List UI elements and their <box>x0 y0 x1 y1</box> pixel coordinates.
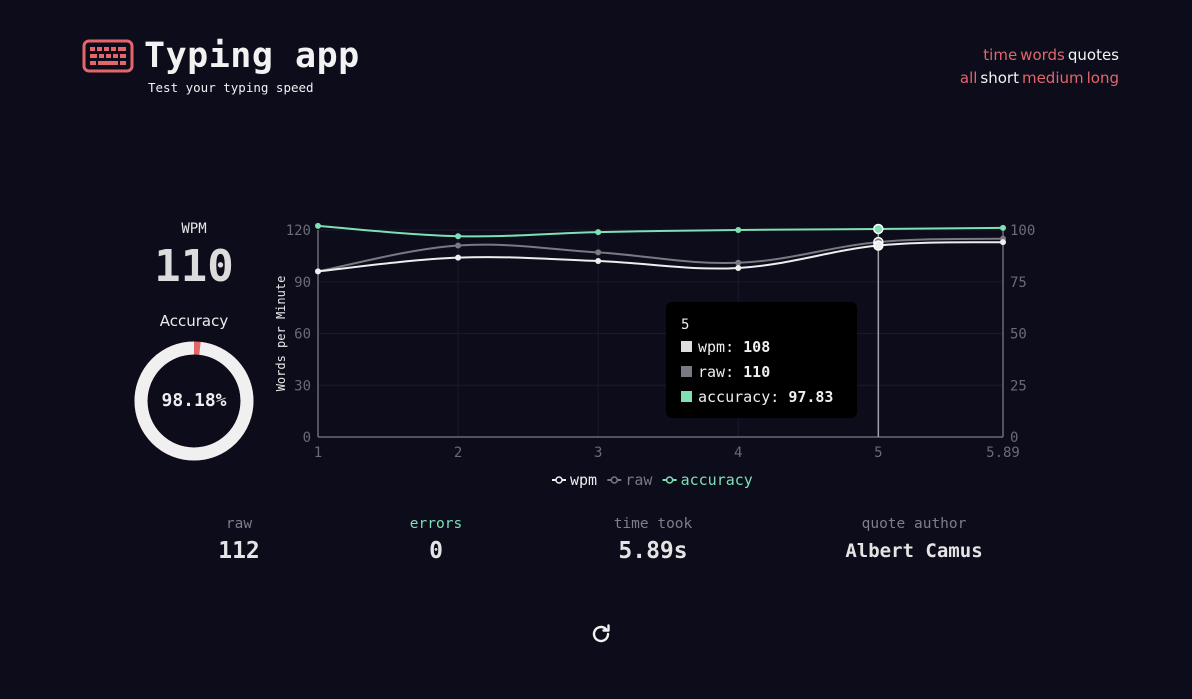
legend-label: raw <box>625 471 653 489</box>
errors-label: errors <box>409 516 463 532</box>
tooltip-row-raw: raw: 110 <box>698 363 770 381</box>
app-subtitle: Test your typing speed <box>148 80 314 95</box>
y-tick-label: 30 <box>294 378 311 394</box>
mode-time[interactable]: time <box>983 46 1018 64</box>
author-stat: quote author Albert Camus <box>814 516 1014 562</box>
wpm-label: WPM <box>181 221 207 237</box>
data-point-wpm <box>1000 239 1006 246</box>
time-label: time took <box>613 516 693 532</box>
tooltip-row-accuracy: accuracy: 97.83 <box>698 388 833 406</box>
reload-icon[interactable] <box>589 622 613 646</box>
y-right-tick-label: 0 <box>1010 430 1018 446</box>
tooltip-row-wpm: wpm: 108 <box>698 338 770 356</box>
data-point-raw <box>735 259 742 266</box>
logo-row: Typing app <box>82 36 360 76</box>
errors-stat: errors 0 <box>336 516 536 564</box>
time-stat: time took 5.89s <box>553 516 753 564</box>
data-point-raw <box>595 249 602 256</box>
errors-value: 0 <box>429 538 443 564</box>
tooltip-swatch-wpm <box>681 341 692 352</box>
data-point-accuracy <box>315 222 321 229</box>
series-line-wpm <box>317 241 1004 273</box>
data-point-accuracy <box>595 229 602 236</box>
mode-all[interactable]: all <box>959 69 978 87</box>
raw-stat: raw 112 <box>139 516 339 564</box>
chart-tooltip <box>666 302 857 418</box>
result-summary: WPM 110 Accuracy 98.18% <box>133 221 255 462</box>
x-tick-label: 5 <box>874 445 882 461</box>
mode-long[interactable]: long <box>1086 69 1119 87</box>
app-title: Typing app <box>144 36 360 76</box>
raw-label: raw <box>225 516 253 532</box>
mode-words[interactable]: words <box>1020 46 1065 64</box>
time-value: 5.89s <box>618 538 688 564</box>
data-point-accuracy <box>735 227 742 233</box>
legend-label: wpm <box>570 471 597 489</box>
data-point-accuracy <box>1000 224 1006 231</box>
mode-medium[interactable]: medium <box>1021 69 1084 87</box>
y-tick-label: 120 <box>286 223 311 239</box>
y-tick-label: 60 <box>294 327 311 343</box>
wpm-value: 110 <box>154 241 234 292</box>
y-axis-title: Words per Minute <box>274 276 288 392</box>
legend-item-raw: raw <box>607 471 653 489</box>
app-header: Typing app Test your typing speed <box>82 36 360 95</box>
x-tick-label: 4 <box>734 445 742 461</box>
accuracy-label: Accuracy <box>159 312 229 330</box>
legend-item-accuracy: accuracy <box>662 471 753 489</box>
y-right-tick-label: 25 <box>1010 378 1027 394</box>
series-line-accuracy <box>317 224 1004 238</box>
keyboard-icon <box>82 39 134 73</box>
y-right-tick-label: 100 <box>1010 223 1035 239</box>
y-right-tick-label: 50 <box>1010 327 1027 343</box>
mode-row-length: all short medium long <box>957 67 1119 90</box>
accuracy-value: 98.18% <box>161 390 227 411</box>
mode-short[interactable]: short <box>980 69 1019 87</box>
tooltip-swatch-accuracy <box>681 391 692 402</box>
legend-label: accuracy <box>681 471 753 489</box>
data-point-wpm <box>315 268 321 275</box>
mode-row-type: time words quotes <box>957 44 1119 67</box>
x-tick-label: 2 <box>454 445 462 461</box>
data-point-wpm <box>873 240 884 251</box>
series-line-raw <box>317 237 1004 273</box>
mode-quotes[interactable]: quotes <box>1067 46 1119 64</box>
data-point-wpm <box>455 254 462 261</box>
x-tick-label: 3 <box>594 445 602 461</box>
tooltip-title: 5 <box>681 317 689 333</box>
data-point-wpm <box>735 264 742 271</box>
x-tick-label: 5.89 <box>986 445 1020 461</box>
data-point-accuracy <box>455 233 462 240</box>
y-tick-label: 0 <box>303 430 311 446</box>
y-right-tick-label: 75 <box>1010 275 1027 291</box>
x-tick-label: 1 <box>314 445 322 461</box>
y-tick-label: 90 <box>294 275 311 291</box>
data-point-accuracy <box>873 223 884 235</box>
author-label: quote author <box>861 516 967 532</box>
legend-item-wpm: wpm <box>552 471 597 489</box>
mode-selector: time words quotes all short medium long <box>957 44 1119 90</box>
data-point-wpm <box>595 258 602 265</box>
wpm-chart[interactable]: 0 30 60 90 120 0 25 50 75 100 1 2 3 4 5 5.89 Words per M… <box>265 205 1035 505</box>
data-point-raw <box>455 242 462 249</box>
accuracy-donut: 98.18% <box>133 340 255 462</box>
author-value: Albert Camus <box>845 540 983 562</box>
tooltip-swatch-raw <box>681 366 692 377</box>
raw-value: 112 <box>218 538 260 564</box>
donut-accuracy-arc <box>134 341 254 461</box>
